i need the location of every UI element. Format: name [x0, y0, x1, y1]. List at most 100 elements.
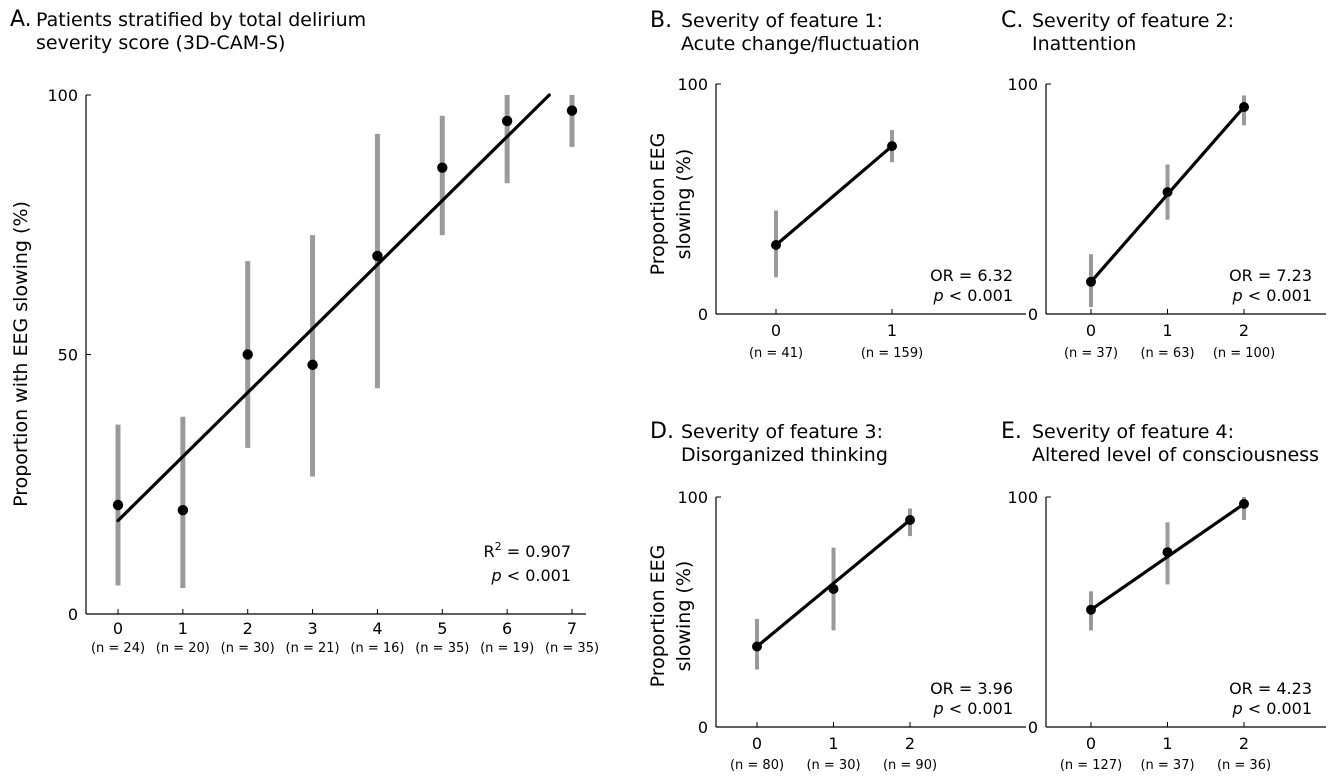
- panel-title: Inattention: [1032, 33, 1136, 55]
- y-tick-label: 100: [1007, 75, 1038, 94]
- p-value-stat: p < 0.001: [932, 286, 1013, 305]
- p-value-stat: p < 0.001: [932, 699, 1013, 718]
- y-tick-label: 0: [1028, 718, 1038, 737]
- y-tick-label: 0: [68, 605, 78, 624]
- y-tick-label: 0: [698, 718, 708, 737]
- n-label: (n = 63): [1140, 346, 1194, 361]
- y-tick-label: 0: [698, 305, 708, 324]
- r2-stat: R2 = 0.907: [483, 540, 571, 561]
- n-label: (n = 24): [91, 641, 145, 656]
- panel-title: Severity of feature 3:: [681, 421, 883, 443]
- y-axis-label: slowing (%): [673, 149, 695, 260]
- panel-letter: B.: [650, 8, 672, 33]
- x-tick-label: 0: [1086, 734, 1096, 753]
- panel-title: Severity of feature 1:: [681, 10, 883, 32]
- data-point: [437, 162, 448, 173]
- data-point: [1086, 604, 1096, 615]
- x-tick-label: 1: [1162, 321, 1172, 340]
- y-axis-label: slowing (%): [673, 561, 695, 672]
- panel-letter: E.: [1001, 419, 1022, 444]
- fit-line: [755, 518, 912, 649]
- panel-title: severity score (3D-CAM-S): [36, 32, 285, 54]
- x-tick-label: 2: [243, 619, 253, 638]
- panel-title: Severity of feature 4:: [1032, 421, 1234, 443]
- p-value-stat: p < 0.001: [1231, 286, 1312, 305]
- x-tick-label: 1: [887, 321, 897, 340]
- data-point: [566, 105, 578, 116]
- y-tick-label: 100: [47, 86, 78, 105]
- n-label: (n = 19): [480, 641, 534, 656]
- panel-title: Patients stratified by total delirium: [36, 9, 366, 31]
- n-label: (n = 127): [1060, 758, 1122, 773]
- panel-letter: C.: [1001, 8, 1023, 33]
- fit-line: [116, 93, 551, 523]
- y-axis-label: Proportion with EEG slowing (%): [10, 201, 32, 507]
- data-point: [1239, 498, 1249, 509]
- x-tick-label: 6: [502, 619, 512, 638]
- data-point: [1086, 276, 1096, 287]
- n-label: (n = 35): [545, 641, 599, 656]
- panel-d: D. Severity of feature 3:Disorganized thi…: [647, 419, 1026, 773]
- y-axis-label: Proportion EEG: [647, 545, 669, 688]
- data-point: [905, 515, 915, 525]
- panel-e: E. Severity of feature 4:Altered level of…: [1001, 419, 1326, 773]
- panel-title: Acute change/fluctuation: [681, 33, 920, 55]
- x-tick-label: 5: [437, 619, 447, 638]
- n-label: (n = 100): [1213, 346, 1275, 361]
- y-tick-label: 100: [1007, 488, 1038, 507]
- x-tick-label: 0: [771, 321, 781, 340]
- panel-title: Disorganized thinking: [681, 444, 888, 466]
- odds-ratio-stat: OR = 7.23: [1229, 266, 1312, 285]
- y-tick-label: 100: [677, 488, 708, 507]
- x-tick-label: 0: [752, 734, 762, 753]
- x-tick-label: 3: [307, 619, 317, 638]
- x-tick-label: 2: [1239, 321, 1249, 340]
- odds-ratio-stat: OR = 6.32: [930, 266, 1013, 285]
- y-axis-label: Proportion EEG: [647, 133, 669, 276]
- y-tick-label: 0: [1028, 305, 1038, 324]
- data-point: [242, 349, 253, 360]
- data-point: [177, 505, 189, 516]
- data-point: [887, 141, 897, 152]
- x-tick-label: 1: [178, 619, 188, 638]
- n-label: (n = 37): [1140, 758, 1194, 773]
- n-label: (n = 30): [221, 641, 275, 656]
- data-point: [112, 499, 124, 511]
- n-label: (n = 159): [861, 346, 923, 361]
- panel-c: C. Severity of feature 2:Inattention 0 100 0…: [1001, 8, 1326, 361]
- n-label: (n = 20): [156, 641, 210, 656]
- y-tick-label: 100: [677, 75, 708, 94]
- panel-a: A. Patients stratified by total deliriums…: [10, 7, 599, 656]
- panel-letter: D.: [650, 419, 674, 444]
- p-value-stat: p < 0.001: [1231, 699, 1312, 718]
- data-point: [501, 115, 513, 127]
- data-point: [1239, 102, 1249, 112]
- odds-ratio-stat: OR = 3.96: [930, 679, 1013, 698]
- n-label: (n = 37): [1064, 346, 1118, 361]
- x-tick-label: 2: [1239, 734, 1249, 753]
- x-tick-label: 7: [567, 619, 577, 638]
- data-point: [752, 641, 762, 652]
- data-point: [1162, 187, 1173, 198]
- n-label: (n = 30): [806, 758, 860, 773]
- x-tick-label: 0: [113, 619, 123, 638]
- n-label: (n = 41): [749, 346, 803, 361]
- data-point: [771, 240, 781, 250]
- n-label: (n = 16): [350, 641, 404, 656]
- x-tick-label: 1: [828, 734, 838, 753]
- n-label: (n = 80): [730, 758, 784, 773]
- data-point: [1162, 547, 1173, 558]
- x-tick-label: 2: [905, 734, 915, 753]
- n-label: (n = 21): [286, 641, 340, 656]
- odds-ratio-stat: OR = 4.23: [1229, 679, 1312, 698]
- fit-line: [774, 144, 894, 247]
- x-tick-label: 0: [1086, 321, 1096, 340]
- panel-title: Altered level of consciousness: [1032, 444, 1319, 466]
- n-label: (n = 90): [883, 758, 937, 773]
- x-tick-label: 4: [372, 619, 382, 638]
- data-point: [372, 250, 383, 262]
- y-tick-label: 50: [58, 346, 78, 365]
- panel-letter: A.: [10, 7, 32, 32]
- n-label: (n = 35): [415, 641, 469, 656]
